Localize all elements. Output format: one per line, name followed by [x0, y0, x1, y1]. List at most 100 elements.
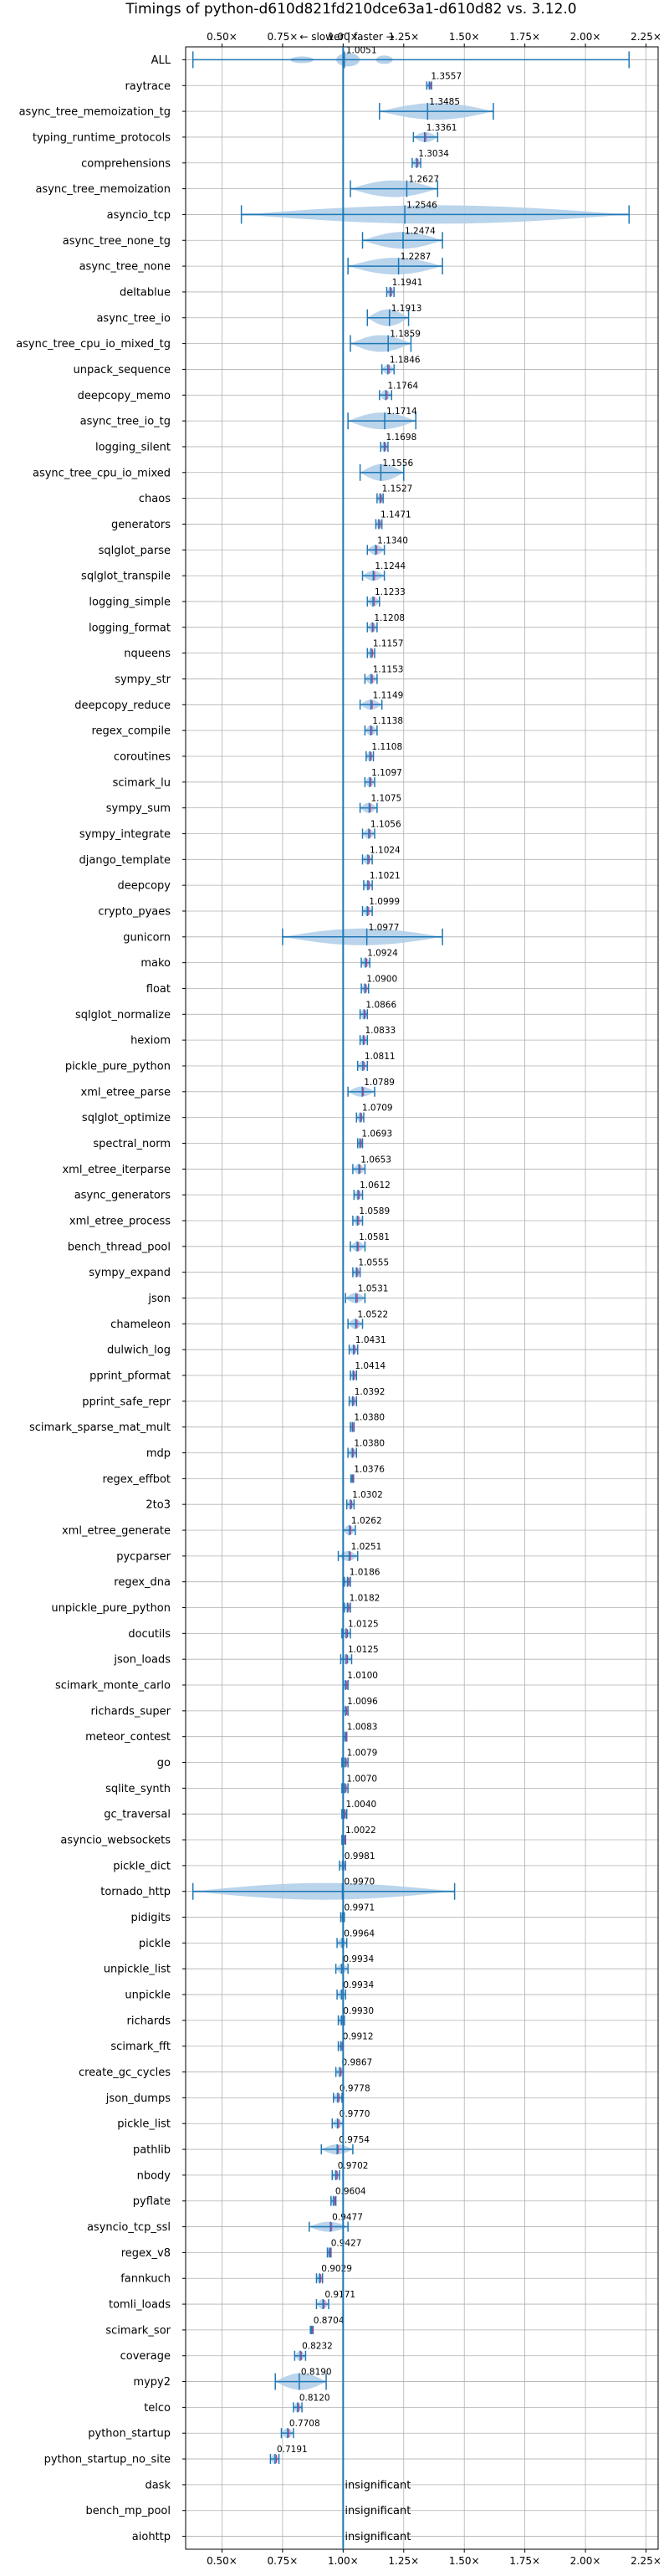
benchmark-label: richards: [127, 2015, 171, 2027]
benchmark-label: pickle_dict: [113, 1860, 171, 1872]
value-label: 1.1208: [374, 613, 405, 623]
benchmark-label: xml_etree_generate: [62, 1525, 171, 1538]
benchmark-label: pathlib: [133, 2144, 171, 2157]
benchmark-label: nqueens: [124, 648, 171, 660]
chart-title: Timings of python-d610d821fd210dce63a1-d…: [125, 1, 576, 18]
value-label: 1.0811: [365, 1052, 396, 1062]
benchmark-label: sqlite_synth: [105, 1783, 171, 1795]
value-label: 1.0833: [365, 1026, 396, 1036]
benchmark-label: mako: [140, 957, 171, 970]
benchmark-label: hexiom: [130, 1035, 171, 1047]
value-label: 1.1149: [373, 690, 404, 700]
value-label: 1.1527: [382, 484, 413, 494]
value-label: 1.2546: [406, 200, 437, 210]
value-label: 1.2287: [401, 252, 432, 262]
x-tick-label: 1.50×: [449, 2555, 480, 2567]
value-label: 1.0186: [350, 1568, 380, 1578]
benchmark-label: scimark_fft: [110, 2041, 171, 2053]
benchmark-label: logging_simple: [89, 596, 171, 608]
value-label: 1.1471: [380, 510, 411, 520]
value-label: 0.8120: [299, 2393, 330, 2403]
benchmark-label: chameleon: [110, 1319, 171, 1331]
value-label: 1.1244: [375, 561, 406, 571]
insignificant-label: insignificant: [345, 2531, 411, 2543]
benchmark-label: sqlglot_parse: [99, 545, 171, 557]
value-label: 1.0251: [351, 1542, 382, 1552]
benchmark-label: pickle_pure_python: [65, 1060, 171, 1073]
value-label: 1.0653: [360, 1155, 391, 1165]
benchmark-label: aiohttp: [132, 2531, 171, 2543]
value-label: 1.0096: [347, 1697, 378, 1707]
benchmark-label: pycparser: [116, 1550, 171, 1563]
value-label: 0.9029: [321, 2264, 352, 2274]
benchmark-label: scimark_monte_carlo: [55, 1680, 171, 1693]
benchmark-label: deepcopy_reduce: [74, 699, 171, 712]
value-label: 0.8232: [302, 2342, 333, 2352]
x-tick-label: 0.75×: [268, 31, 299, 43]
benchmark-label: async_tree_none: [79, 261, 171, 274]
benchmark-label: sqlglot_normalize: [75, 1009, 171, 1022]
value-label: 1.1108: [371, 742, 402, 752]
benchmark-label: json_dumps: [105, 2092, 171, 2105]
benchmark-label: async_generators: [74, 1190, 171, 1202]
x-tick-label: 0.50×: [207, 31, 237, 43]
benchmark-label: dulwich_log: [107, 1344, 171, 1357]
benchmark-label: generators: [111, 519, 171, 531]
value-label: 1.0589: [359, 1206, 390, 1216]
benchmark-label: richards_super: [90, 1705, 171, 1718]
value-label: 1.0302: [352, 1490, 383, 1500]
value-label: 1.1097: [371, 768, 402, 778]
value-label: 0.9981: [345, 1851, 375, 1862]
value-label: 1.0070: [346, 1774, 377, 1784]
value-label: 1.0789: [364, 1078, 395, 1088]
benchmark-label: bench_mp_pool: [85, 2505, 171, 2517]
benchmark-label: async_tree_none_tg: [63, 235, 171, 248]
value-label: 1.0581: [359, 1232, 390, 1242]
value-label: 1.0977: [369, 923, 400, 933]
value-label: 1.1021: [370, 871, 401, 881]
benchmark-label: unpack_sequence: [73, 364, 171, 376]
value-label: 1.3485: [429, 97, 460, 107]
value-label: 0.9778: [340, 2083, 370, 2093]
benchmark-label: async_tree_memoization_tg: [19, 106, 171, 119]
value-label: 0.9770: [340, 2109, 370, 2119]
value-label: 1.3557: [431, 71, 462, 81]
benchmark-label: asyncio_websockets: [60, 1835, 171, 1847]
value-label: 1.0709: [362, 1104, 393, 1114]
benchmark-label: raytrace: [125, 80, 171, 93]
benchmark-label: nbody: [137, 2169, 171, 2182]
value-label: 0.9964: [344, 1928, 375, 1938]
value-label: 1.0392: [355, 1387, 386, 1397]
benchmark-label: bench_thread_pool: [68, 1241, 171, 1253]
x-tick-label: 0.50×: [207, 2555, 237, 2567]
value-label: 1.0555: [358, 1258, 389, 1268]
benchmark-label: regex_v8: [121, 2247, 171, 2260]
value-label: 1.0182: [350, 1594, 380, 1604]
value-label: 1.0083: [347, 1723, 378, 1733]
value-label: 1.0125: [348, 1619, 379, 1629]
value-label: 1.1941: [392, 278, 423, 288]
benchmark-label: pprint_pformat: [89, 1370, 171, 1383]
benchmark-label: sympy_expand: [89, 1267, 171, 1279]
benchmark-label: meteor_contest: [85, 1731, 171, 1744]
value-label: 1.0414: [355, 1361, 386, 1371]
value-label: 1.0079: [347, 1749, 378, 1759]
value-label: 1.0924: [367, 949, 398, 959]
value-label: 1.0040: [345, 1800, 376, 1810]
value-label: 1.0262: [351, 1516, 382, 1526]
benchmark-label: xml_etree_parse: [81, 1086, 171, 1099]
value-label: 1.1556: [382, 458, 413, 469]
benchmark-label: async_tree_cpu_io_mixed_tg: [16, 338, 171, 351]
value-label: 0.9427: [331, 2238, 362, 2248]
benchmark-label: gunicorn: [123, 931, 171, 944]
benchmark-label: regex_compile: [91, 725, 171, 738]
value-label: 1.1764: [387, 381, 418, 391]
benchmark-label: deepcopy: [117, 880, 171, 893]
benchmark-label: typing_runtime_protocols: [33, 131, 171, 144]
benchmark-label: sympy_sum: [106, 802, 171, 815]
value-label: 1.1233: [375, 587, 406, 597]
x-tick-label: 2.25×: [631, 31, 661, 43]
value-label: 0.9934: [343, 1954, 374, 1964]
value-label: 1.0866: [365, 1000, 396, 1010]
x-tick-label: 2.00×: [570, 2555, 601, 2567]
